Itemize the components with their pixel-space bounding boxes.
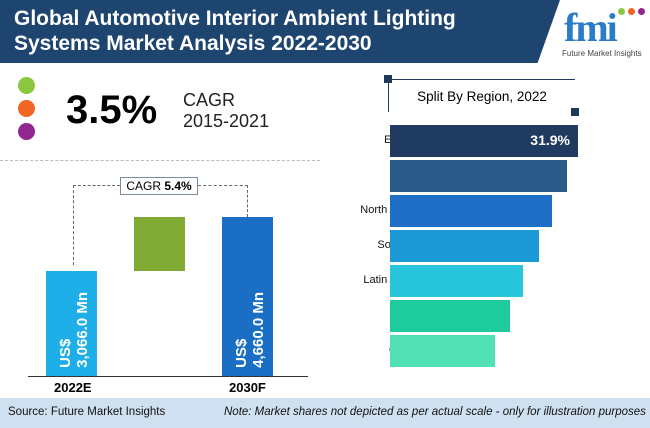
fmi-logo: fmi Future Market Insights <box>560 6 648 60</box>
baseline <box>28 376 308 377</box>
green-dot <box>18 77 35 94</box>
cagr-connector-left <box>73 185 120 265</box>
header: Global Automotive Interior Ambient Light… <box>0 0 650 63</box>
source-text: Source: Future Market Insights <box>8 406 166 418</box>
cagr-value: 3.5% <box>66 88 158 132</box>
bar-label-currency: US$ <box>57 338 74 368</box>
increment-block <box>134 217 185 272</box>
cagr-box-value: 5.4% <box>164 179 192 193</box>
footer: Source: Future Market Insights Note: Mar… <box>0 398 650 428</box>
cagr-period: 2015-2021 <box>183 111 270 131</box>
region-value-label: 31.9% <box>530 132 570 148</box>
region-bar: 31.9% <box>390 125 578 157</box>
bar-label-value: 3,066.0 Mn <box>74 292 91 368</box>
orange-dot <box>18 100 35 117</box>
corner-square <box>384 75 392 83</box>
logo-tagline: Future Market Insights <box>562 49 642 58</box>
cagr-box: CAGR 5.4% <box>120 177 198 195</box>
region-bar <box>390 335 496 367</box>
title-line-1: Global Automotive Interior Ambient Light… <box>14 7 456 30</box>
purple-dot <box>18 123 35 140</box>
cagr-connector-right <box>198 185 248 217</box>
chart-title: Split By Region, 2022 <box>388 79 575 112</box>
region-bar <box>390 300 511 332</box>
cagr-label: CAGR 2015-2021 <box>183 90 269 132</box>
bar-label-currency: US$ <box>233 338 250 368</box>
region-bar <box>390 230 539 262</box>
bar-label-value: 4,660.0 Mn <box>250 292 267 368</box>
corner-square <box>571 108 579 116</box>
note-text: Note: Market shares not depicted as per … <box>224 406 646 418</box>
page-title: Global Automotive Interior Ambient Light… <box>14 6 456 56</box>
cagr-box-label: CAGR <box>126 179 161 193</box>
divider <box>0 160 320 161</box>
x-label-2022: 2022E <box>54 380 92 395</box>
x-label-2030: 2030F <box>229 380 266 395</box>
header-banner <box>0 0 560 63</box>
region-bar <box>390 195 552 227</box>
region-bar <box>390 160 567 192</box>
bar-2022: US$ 3,066.0 Mn <box>46 271 97 376</box>
region-bar <box>390 265 524 297</box>
cagr-text: CAGR <box>183 90 236 110</box>
title-line-2: Systems Market Analysis 2022-2030 <box>14 32 372 55</box>
bar-2030: US$ 4,660.0 Mn <box>222 217 273 376</box>
